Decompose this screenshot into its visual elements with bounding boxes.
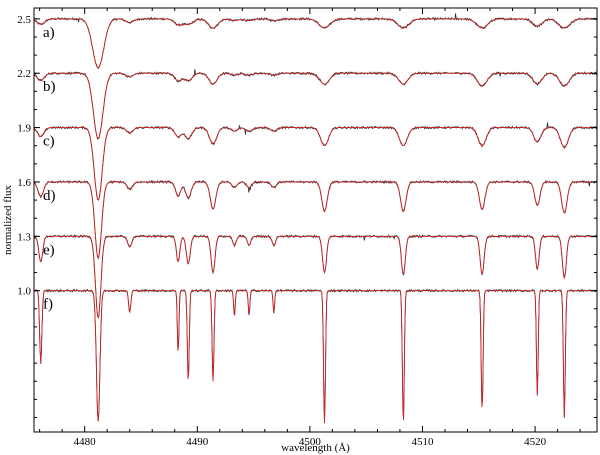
y-tick-label: 2.2 <box>17 68 31 80</box>
panel-label: a) <box>43 25 55 41</box>
panel-label: d) <box>43 188 56 204</box>
y-tick-label: 1.3 <box>17 231 31 243</box>
y-tick-label: 2.5 <box>17 14 31 26</box>
spectra-traces <box>34 13 597 423</box>
spectrum-observed <box>34 181 597 259</box>
x-tick-label: 4510 <box>411 436 434 448</box>
x-tick-label: 4480 <box>74 436 97 448</box>
y-axis-title: normalized flux <box>2 185 14 255</box>
spectrum-observed <box>34 122 597 200</box>
x-tick-label: 4520 <box>524 436 547 448</box>
spectrum-model <box>34 182 597 258</box>
panel-label: f) <box>43 297 53 313</box>
plot-frame <box>34 8 597 432</box>
x-axis-title: wavelength (Å) <box>281 442 350 454</box>
panel-labels: a) b) c) d) e) f) <box>43 25 56 313</box>
y-tick-label: 1.9 <box>17 123 31 135</box>
spectrum-model <box>34 19 597 68</box>
spectrum-model <box>34 236 597 317</box>
spectrum-model <box>34 128 597 201</box>
spectrum-model <box>34 291 597 423</box>
y-tick-label: 1.6 <box>17 177 31 189</box>
panel-label: e) <box>43 242 55 258</box>
panel-label: b) <box>43 79 56 95</box>
panel-label: c) <box>43 134 55 150</box>
x-tick-label: 4490 <box>186 436 209 448</box>
spectrum-observed <box>34 290 597 424</box>
y-tick-label: 1.0 <box>17 286 31 298</box>
spectrum-observed <box>34 235 597 317</box>
